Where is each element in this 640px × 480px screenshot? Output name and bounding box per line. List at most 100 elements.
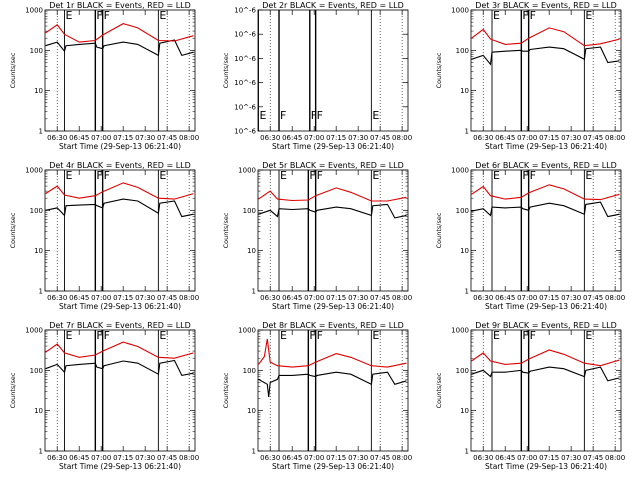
plot-frame <box>470 169 622 292</box>
panel-title: Det 5r BLACK = Events, RED = LLD <box>262 161 404 170</box>
series-events <box>258 203 407 219</box>
flag-label: F <box>96 169 102 182</box>
flag-label: F <box>317 169 323 182</box>
x-tick-label: 07:30 <box>135 294 155 302</box>
panel-6: Det 6r BLACK = Events, RED = LLD 1000 100 1… <box>435 161 625 311</box>
y-tick-label: 10 <box>460 87 469 95</box>
flag-label: F <box>317 109 323 122</box>
flag-label: E <box>585 169 592 182</box>
panel-9: Det 9r BLACK = Events, RED = LLD 1000 100 1… <box>435 321 625 471</box>
flag-label: F <box>530 329 536 342</box>
x-tick-label: 07:45 <box>157 454 177 462</box>
y-tick-label: 1000 <box>25 167 43 175</box>
flag-label: E <box>372 109 379 122</box>
y-tick-label: 1 <box>39 288 43 296</box>
x-tick-label: 06:30 <box>473 294 493 302</box>
flag-label: E <box>493 329 500 342</box>
y-tick-label: 10^-6 <box>234 79 256 87</box>
x-tick-label: 07:00 <box>517 294 537 302</box>
plot-frame <box>257 329 409 452</box>
x-tick-label: 07:00 <box>91 454 111 462</box>
x-tick-label: 07:15 <box>113 134 133 142</box>
panel-title: Det 3r BLACK = Events, RED = LLD <box>475 1 617 10</box>
panel-7: Det 7r BLACK = Events, RED = LLD 1000 100 1… <box>9 321 199 471</box>
x-tick-label: 07:45 <box>583 134 603 142</box>
panel-3: Det 3r BLACK = Events, RED = LLD 1000 100 1… <box>435 1 625 151</box>
series-lld <box>45 341 194 359</box>
x-tick-label: 07:30 <box>561 294 581 302</box>
x-tick-label: 08:00 <box>605 454 625 462</box>
x-tick-label: 07:00 <box>304 134 324 142</box>
y-tick-label: 1 <box>39 448 43 456</box>
x-tick-label: 07:00 <box>304 294 324 302</box>
y-tick-label: 1 <box>252 448 256 456</box>
y-axis-label: Counts/sec <box>435 372 443 408</box>
plot-frame <box>257 9 409 132</box>
x-tick-label: 06:30 <box>260 454 280 462</box>
y-axis-label: Counts/sec <box>222 52 230 88</box>
y-tick-label: 10^-6 <box>234 103 256 111</box>
plot-frame <box>257 169 409 292</box>
flag-label: E <box>585 329 592 342</box>
flag-label: F <box>309 169 315 182</box>
y-axis-label: Counts/sec <box>222 212 230 248</box>
x-tick-label: 07:00 <box>304 454 324 462</box>
x-tick-label: 07:00 <box>517 454 537 462</box>
series-lld <box>471 184 620 201</box>
flag-label: E <box>66 9 73 22</box>
series-lld <box>258 338 407 368</box>
flag-label: E <box>280 329 287 342</box>
x-tick-label: 06:45 <box>495 454 515 462</box>
flag-label: E <box>493 9 500 22</box>
x-tick-label: 07:15 <box>539 454 559 462</box>
panel-5: Det 5r BLACK = Events, RED = LLD 1000 100 1… <box>222 161 412 311</box>
x-tick-label: 08:00 <box>392 294 412 302</box>
series-events <box>45 359 194 377</box>
y-tick-label: 1 <box>465 448 469 456</box>
y-tick-label: 100 <box>30 367 43 375</box>
flag-label: E <box>259 109 266 122</box>
flag-label: F <box>311 109 317 122</box>
y-axis-label: Counts/sec <box>9 212 17 248</box>
panel-title: Det 9r BLACK = Events, RED = LLD <box>475 321 617 330</box>
flag-label: E <box>585 9 592 22</box>
y-tick-label: 1000 <box>25 327 43 335</box>
flag-label: F <box>522 169 528 182</box>
x-axis-label: Start Time (29-Sep-13 06:21:40) <box>59 302 181 311</box>
x-tick-label: 08:00 <box>392 134 412 142</box>
y-tick-label: 10 <box>34 407 43 415</box>
x-tick-label: 06:30 <box>260 134 280 142</box>
panel-title: Det 6r BLACK = Events, RED = LLD <box>475 161 617 170</box>
x-tick-label: 08:00 <box>605 294 625 302</box>
x-tick-label: 08:00 <box>179 134 199 142</box>
flag-label: F <box>104 169 110 182</box>
series-lld <box>45 182 194 200</box>
x-tick-label: 06:45 <box>69 294 89 302</box>
x-tick-label: 07:15 <box>326 134 346 142</box>
x-tick-label: 07:45 <box>583 294 603 302</box>
x-tick-label: 06:30 <box>47 294 67 302</box>
panel-title: Det 4r BLACK = Events, RED = LLD <box>49 161 191 170</box>
x-tick-label: 07:45 <box>370 454 390 462</box>
y-axis-label: Counts/sec <box>9 372 17 408</box>
y-tick-label: 100 <box>30 207 43 215</box>
x-tick-label: 06:45 <box>69 134 89 142</box>
panel-8: Det 8r BLACK = Events, RED = LLD 1000 100 1… <box>222 321 412 471</box>
y-axis-label: Counts/sec <box>435 212 443 248</box>
y-axis-label: Counts/sec <box>222 372 230 408</box>
y-tick-label: 1 <box>465 288 469 296</box>
x-axis-label: Start Time (29-Sep-13 06:21:40) <box>59 142 181 151</box>
flag-label: E <box>159 9 166 22</box>
x-tick-label: 07:15 <box>113 454 133 462</box>
x-tick-label: 06:30 <box>260 294 280 302</box>
flag-label: F <box>317 329 323 342</box>
x-tick-label: 06:45 <box>495 294 515 302</box>
y-tick-label: 1000 <box>25 7 43 15</box>
x-tick-label: 08:00 <box>179 454 199 462</box>
plot-frame <box>44 169 196 292</box>
y-tick-label: 10^-6 <box>234 31 256 39</box>
y-tick-label: 1 <box>465 128 469 136</box>
x-tick-label: 07:45 <box>583 454 603 462</box>
y-tick-label: 1000 <box>451 7 469 15</box>
y-tick-label: 1000 <box>238 167 256 175</box>
